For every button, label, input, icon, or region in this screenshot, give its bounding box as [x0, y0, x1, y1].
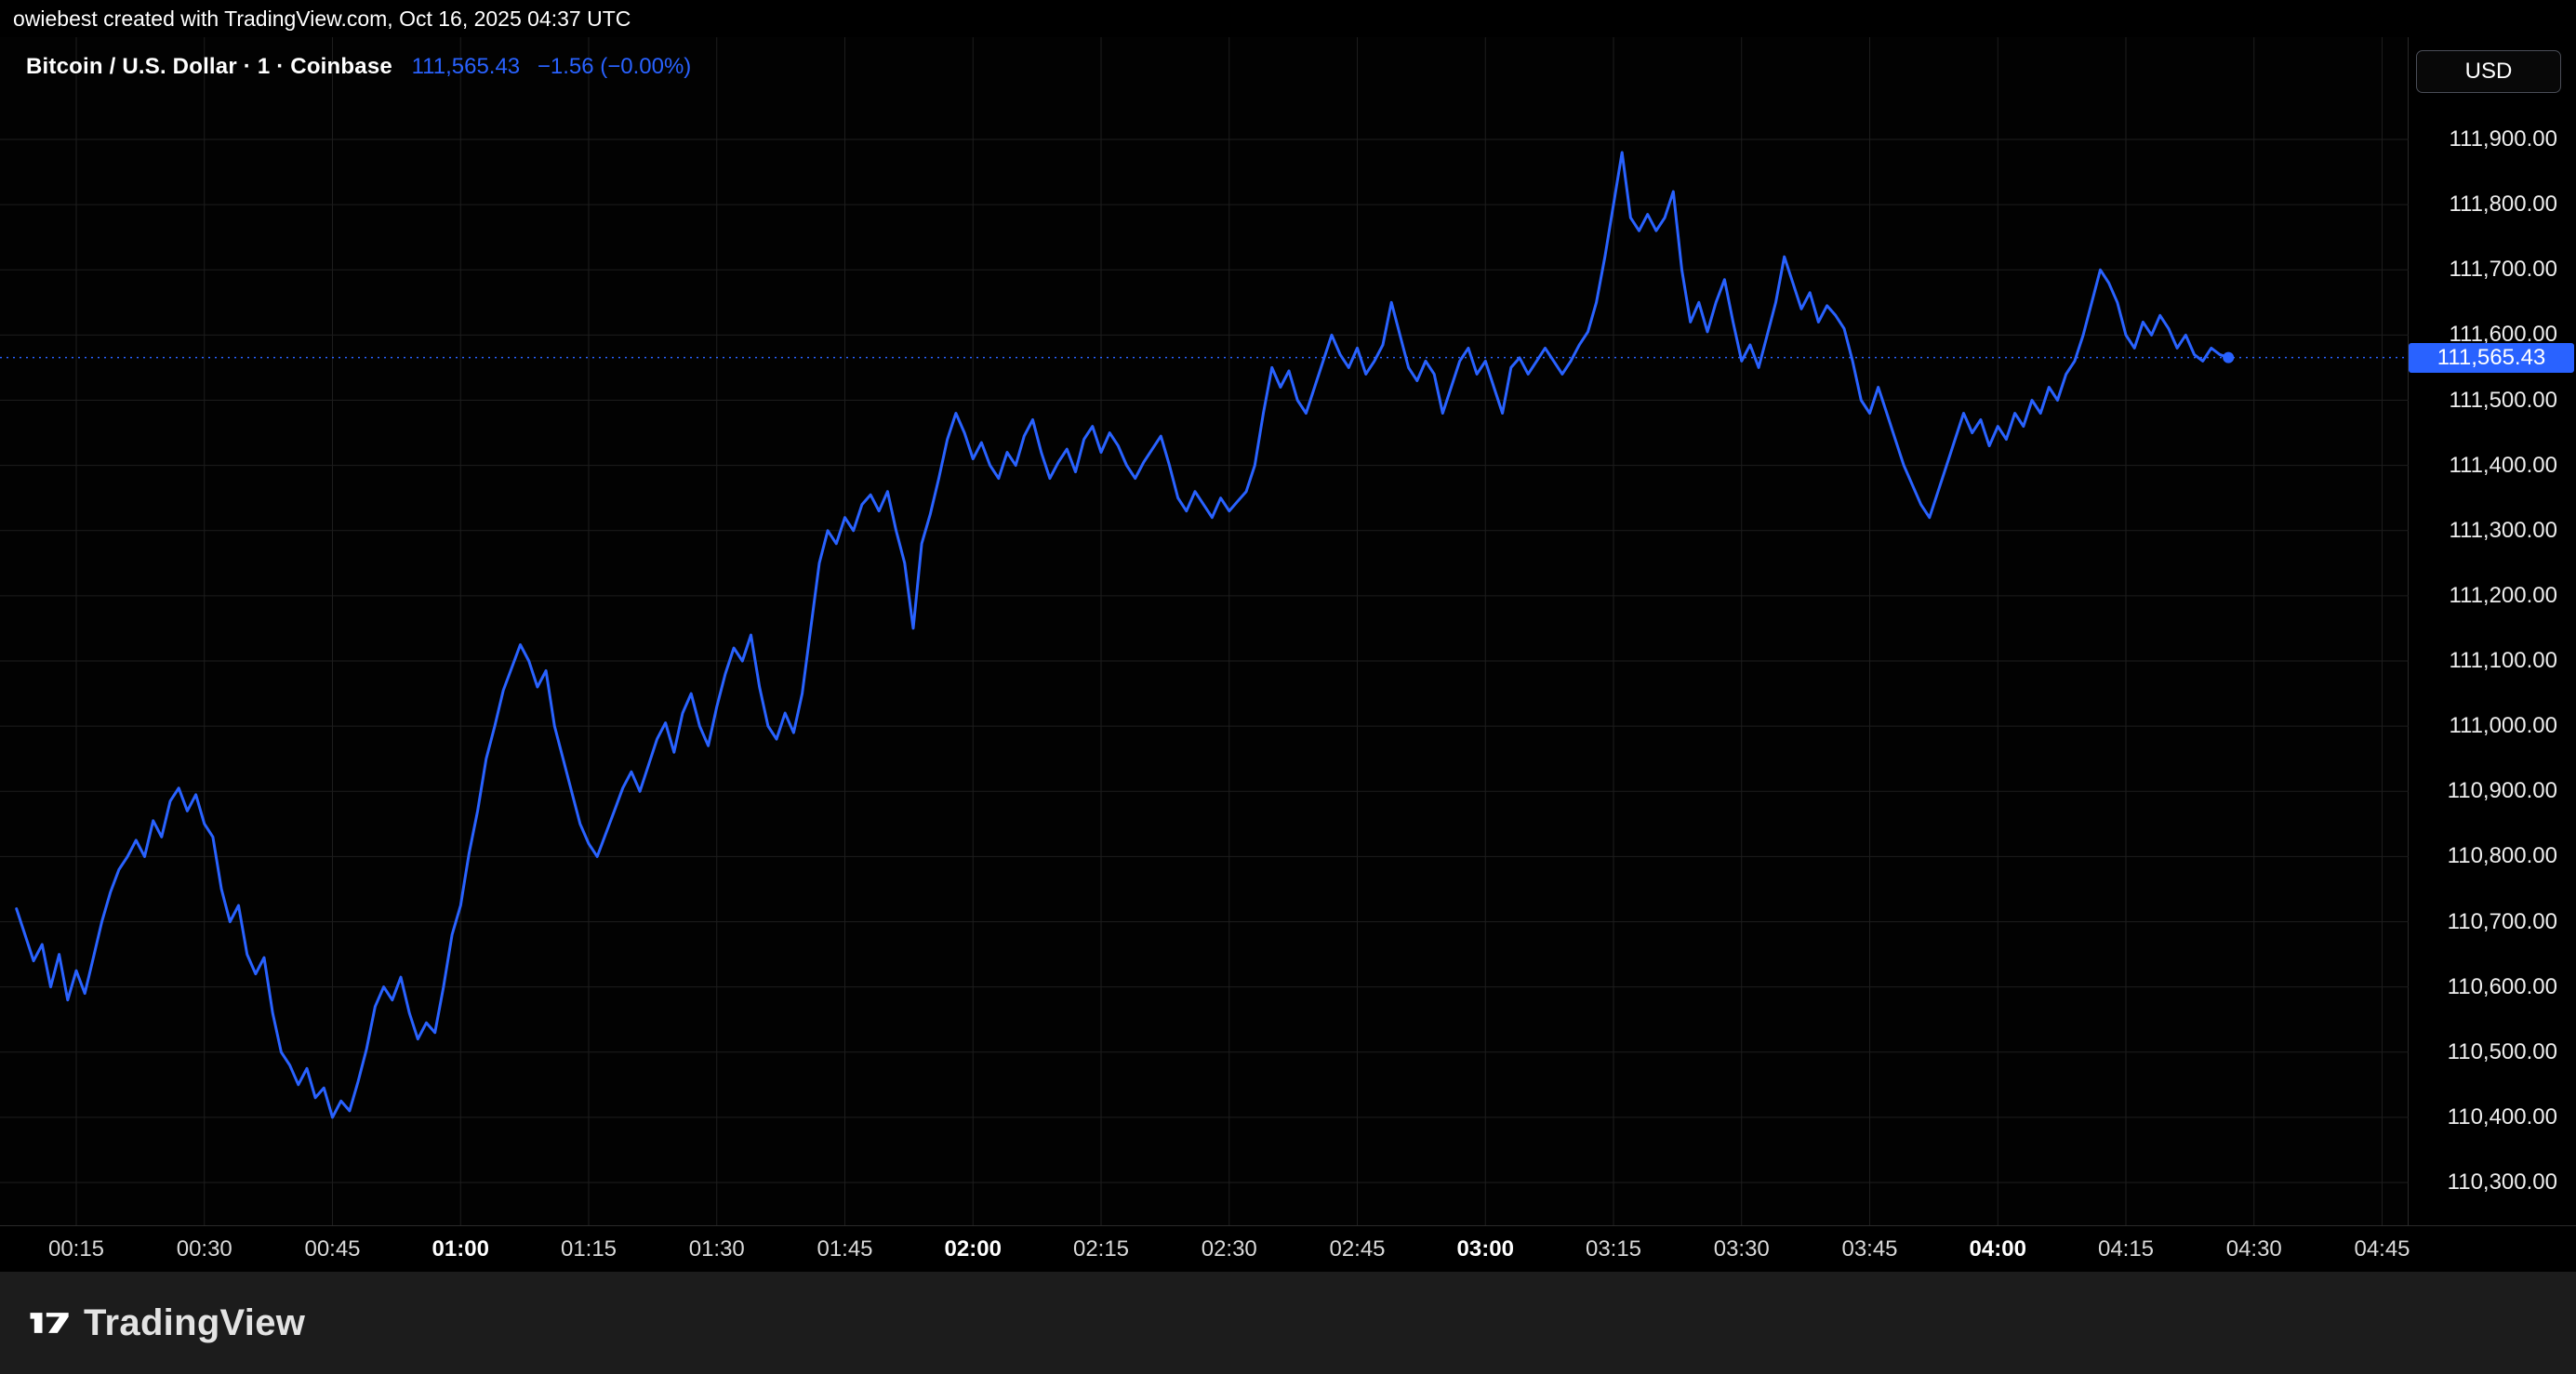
time-axis-label: 03:00 — [1456, 1236, 1514, 1262]
tradingview-logo-icon[interactable] — [24, 1299, 73, 1347]
time-axis-label: 01:15 — [560, 1236, 617, 1262]
price-axis-label: 110,600.00 — [2447, 973, 2557, 999]
time-axis-label: 04:15 — [2097, 1236, 2155, 1262]
price-axis-label: 111,200.00 — [2449, 582, 2557, 608]
price-axis-label: 110,300.00 — [2447, 1169, 2557, 1195]
time-axis-label: 04:30 — [2225, 1236, 2282, 1262]
price-axis-label: 111,500.00 — [2449, 387, 2557, 413]
lightning-bolt-icon — [2265, 1164, 2576, 1374]
footer-bar: TradingView — [0, 1272, 2576, 1374]
time-axis-label: 00:45 — [304, 1236, 361, 1262]
price-axis-label: 110,800.00 — [2447, 843, 2557, 869]
price-change-value: −1.56 (−0.00%) — [537, 54, 692, 79]
symbol-quote: 111,565.43 −1.56 (−0.00%) — [412, 54, 692, 79]
time-axis-label: 02:45 — [1329, 1236, 1386, 1262]
attribution-bar: owiebest created with TradingView.com, O… — [0, 0, 2576, 37]
time-axis-label: 01:30 — [688, 1236, 745, 1262]
last-price-dot — [2223, 351, 2235, 363]
price-axis-label: 110,700.00 — [2447, 908, 2557, 934]
price-axis-label: 110,400.00 — [2447, 1103, 2557, 1130]
time-axis-labels: 00:15 00:30 00:45 01:00 01:15 01:30 01:45 02:00… — [0, 1226, 2410, 1273]
time-axis-label: 01:45 — [817, 1236, 873, 1262]
price-axis-label: 111,700.00 — [2449, 257, 2557, 283]
chart-legend[interactable]: Bitcoin / U.S. Dollar · 1 · Coinbase 111… — [26, 54, 691, 80]
attribution-text: owiebest created with TradingView.com, O… — [13, 6, 631, 31]
symbol-title[interactable]: Bitcoin / U.S. Dollar · 1 · Coinbase — [26, 54, 392, 79]
time-axis-label: 04:00 — [1969, 1236, 2026, 1262]
time-axis-label: 02:15 — [1072, 1236, 1130, 1262]
boost-icon[interactable] — [2265, 1164, 2317, 1216]
price-axis[interactable]: USD 111,900.00 111,800.00 111,700.00 111,60… — [2409, 37, 2576, 1225]
time-axis-label: 04:45 — [2354, 1236, 2410, 1262]
price-axis-label: 111,400.00 — [2449, 452, 2557, 478]
current-price-tag: 111,565.43 — [2409, 342, 2574, 373]
time-axis-label: 00:30 — [176, 1236, 232, 1262]
time-axis[interactable]: 00:15 00:30 00:45 01:00 01:15 01:30 01:45 02:00… — [0, 1225, 2576, 1272]
price-axis-label: 111,900.00 — [2449, 126, 2557, 152]
time-axis-label: 01:00 — [432, 1236, 489, 1262]
time-axis-label: 00:15 — [47, 1236, 105, 1262]
currency-usd-button[interactable]: USD — [2416, 50, 2561, 93]
price-line-series — [15, 151, 2230, 1119]
time-axis-label: 02:30 — [1201, 1236, 1257, 1262]
last-price-value: 111,565.43 — [411, 54, 521, 79]
time-axis-label: 03:15 — [1585, 1236, 1642, 1262]
chart-canvas[interactable] — [0, 37, 2409, 1225]
time-axis-label: 03:45 — [1841, 1236, 1898, 1262]
time-axis-label: 03:30 — [1713, 1236, 1770, 1262]
chart-main: Bitcoin / U.S. Dollar · 1 · Coinbase 111… — [0, 37, 2576, 1225]
price-axis-label: 111,800.00 — [2449, 192, 2557, 218]
time-axis-label: 02:00 — [944, 1236, 1002, 1262]
chart-area[interactable]: Bitcoin / U.S. Dollar · 1 · Coinbase 111… — [0, 37, 2409, 1225]
price-axis-label: 110,900.00 — [2447, 778, 2557, 804]
price-axis-label: 111,000.00 — [2449, 713, 2557, 739]
brand-wordmark[interactable]: TradingView — [84, 1301, 306, 1343]
price-axis-label: 111,100.00 — [2449, 648, 2557, 673]
price-axis-label: 110,500.00 — [2447, 1038, 2557, 1064]
price-axis-label: 111,300.00 — [2449, 517, 2557, 543]
